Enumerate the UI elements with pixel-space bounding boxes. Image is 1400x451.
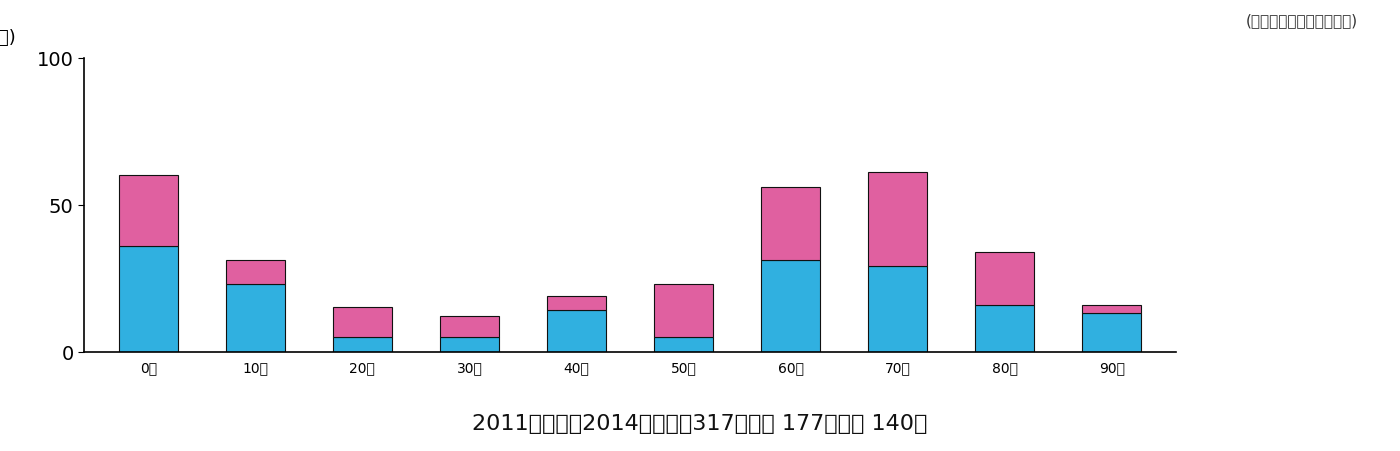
Bar [654, 284, 713, 337]
Bar [119, 246, 178, 352]
Bar [1082, 305, 1141, 314]
Bar [225, 261, 284, 284]
Bar [976, 305, 1035, 352]
Text: (提供：空港前クリニック): (提供：空港前クリニック) [1246, 14, 1358, 28]
Text: (例): (例) [0, 29, 15, 47]
Bar [868, 173, 927, 267]
Bar [225, 284, 284, 352]
Bar [868, 267, 927, 352]
Bar [654, 337, 713, 352]
Bar [333, 337, 392, 352]
Bar [333, 308, 392, 337]
Bar [762, 261, 820, 352]
Bar [119, 176, 178, 246]
Bar [440, 337, 498, 352]
Bar [547, 296, 606, 311]
Bar [1082, 314, 1141, 352]
Text: 2011年４月～2014年３月　317例：男 177例　女 140例: 2011年４月～2014年３月 317例：男 177例 女 140例 [472, 413, 928, 433]
Bar [547, 311, 606, 352]
Bar [762, 188, 820, 261]
Bar [976, 252, 1035, 305]
Bar [440, 317, 498, 337]
